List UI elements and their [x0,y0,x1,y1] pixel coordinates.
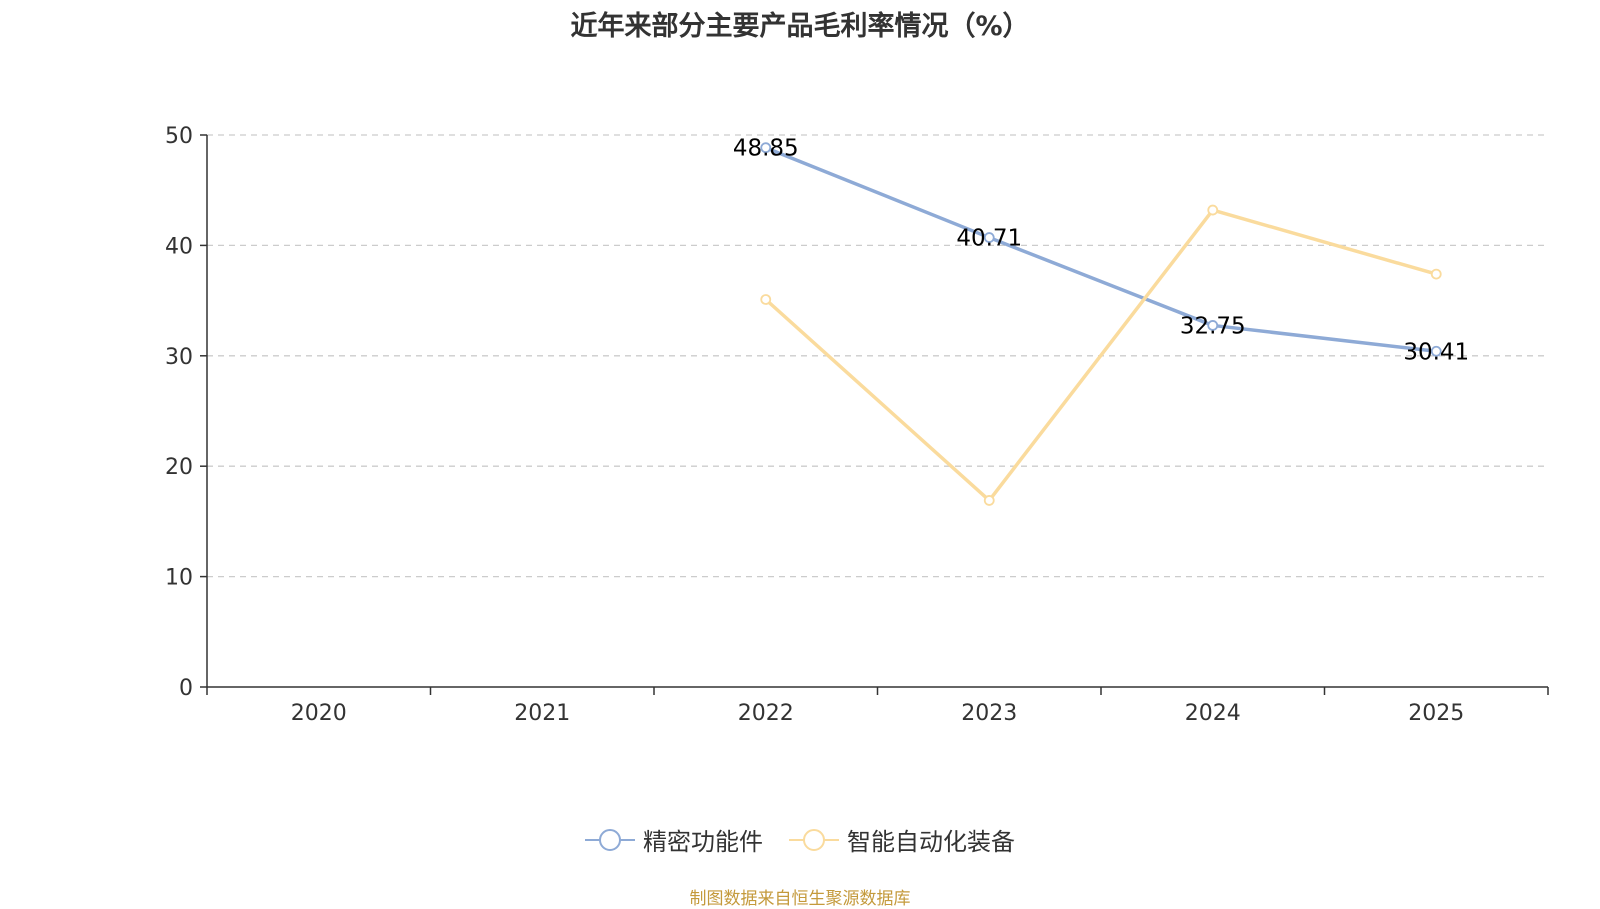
x-axis-ticks: 2020 2021 2022 2023 2024 2025 [206,687,1549,726]
grid-lines [207,134,1548,578]
legend-item-series-2[interactable]: 智能自动化装备 [789,822,1015,857]
data-point [760,142,772,154]
x-tick-label: 2020 [291,701,347,726]
data-label: 30.41 [1403,339,1469,365]
x-tick-label: 2021 [514,701,570,726]
y-tick-label: 10 [165,566,193,591]
data-point [1430,345,1442,357]
data-point [1430,268,1442,280]
y-tick-label: 50 [165,124,193,149]
data-point [1207,320,1219,331]
y-tick-label: 40 [165,234,193,259]
data-point [760,294,772,305]
x-tick-label: 2025 [1408,701,1464,726]
data-point [983,232,995,243]
y-tick-label: 0 [179,676,193,701]
data-point [983,495,995,506]
data-label: 48.85 [733,136,799,162]
x-tick-label: 2023 [961,701,1017,726]
y-axis-ticks: 0 10 20 30 40 50 [165,124,207,701]
data-label: 40.71 [956,226,1022,252]
series-line-2 [764,208,1437,503]
series-line-1 [765,146,1437,354]
data-label: 32.75 [1180,313,1246,339]
legend-label: 智能自动化装备 [847,828,1015,856]
legend-marker-icon [789,828,839,851]
x-tick-label: 2022 [738,701,794,726]
legend: 精密功能件 智能自动化装备 [0,822,1600,857]
source-note: 制图数据来自恒生聚源数据库 [689,889,911,909]
series-lines [760,142,1442,506]
axes [206,135,1548,688]
data-point [1207,204,1219,216]
legend-item-series-1[interactable]: 精密功能件 [585,822,763,857]
legend-label: 精密功能件 [643,828,763,856]
x-tick-label: 2024 [1185,701,1241,726]
legend-marker-icon [585,828,635,851]
chart-title: 近年来部分主要产品毛利率情况（%） [570,11,1030,42]
y-tick-label: 30 [165,345,193,370]
data-labels: 48.85 40.71 32.75 30.41 [733,136,1469,366]
y-tick-label: 20 [165,455,193,480]
